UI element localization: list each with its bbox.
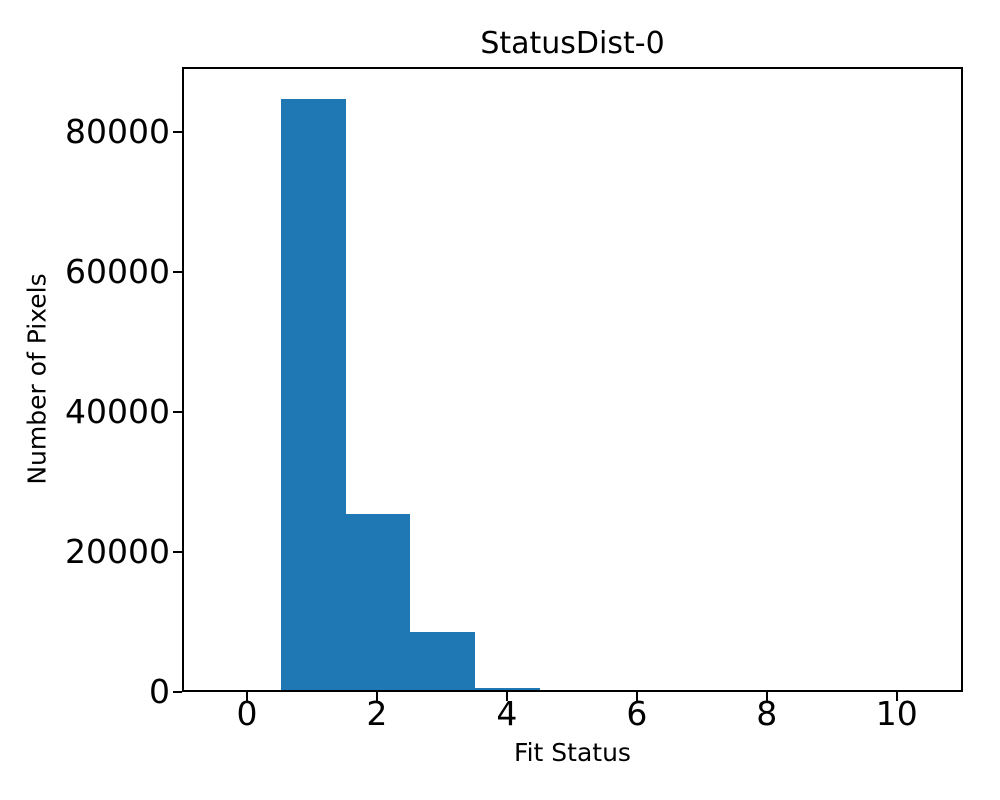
x-tick-mark (765, 692, 768, 701)
x-tick-mark (245, 692, 248, 701)
x-tick-mark (505, 692, 508, 701)
y-tick-label: 80000 (65, 112, 170, 151)
y-tick-label: 60000 (65, 252, 170, 291)
x-tick-mark (375, 692, 378, 701)
y-tick-label: 20000 (65, 532, 170, 571)
x-tick-mark (635, 692, 638, 701)
y-tick-mark (173, 271, 182, 273)
x-axis-label: Fit Status (514, 738, 631, 767)
histogram-bar (280, 98, 346, 690)
x-tick-label: 8 (756, 694, 778, 733)
x-tick-label: 0 (236, 694, 258, 733)
y-tick-mark (173, 691, 182, 693)
x-tick-label: 10 (875, 694, 918, 733)
y-tick-mark (173, 131, 182, 133)
histogram-bar (410, 632, 475, 690)
x-tick-label: 4 (496, 694, 518, 733)
plot-area (182, 67, 963, 692)
y-tick-mark (173, 551, 182, 553)
x-tick-mark (895, 692, 898, 701)
y-tick-mark (173, 411, 182, 413)
y-axis-label: Number of Pixels (22, 273, 52, 485)
histogram-bar (474, 687, 540, 690)
chart-title: StatusDist-0 (480, 26, 665, 61)
histogram-bar (345, 514, 411, 690)
y-tick-label: 40000 (65, 392, 170, 431)
x-tick-label: 6 (626, 694, 648, 733)
y-tick-label: 0 (149, 672, 170, 711)
x-tick-label: 2 (366, 694, 388, 733)
